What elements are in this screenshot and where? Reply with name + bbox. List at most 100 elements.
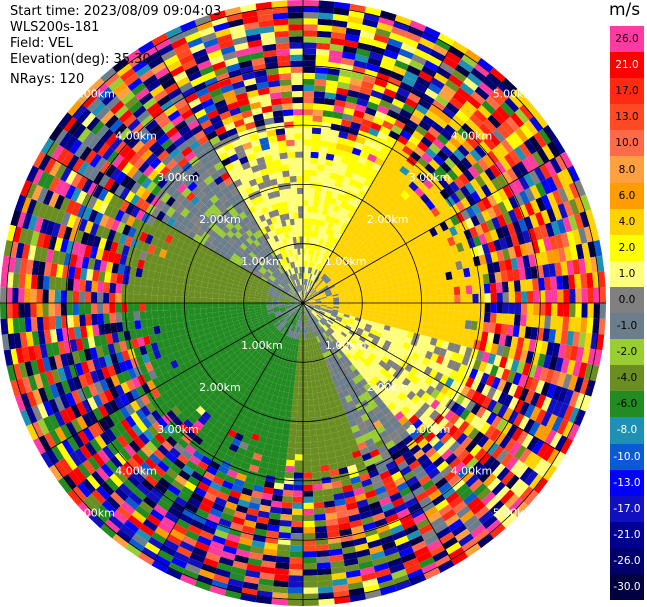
velocity-gate — [391, 235, 400, 244]
velocity-gate — [158, 477, 172, 490]
velocity-gate — [193, 486, 207, 498]
velocity-gate — [410, 221, 420, 231]
velocity-gate — [53, 179, 66, 195]
velocity-gate — [27, 375, 38, 391]
velocity-gate — [392, 175, 403, 186]
velocity-gate — [458, 533, 474, 547]
velocity-gate — [206, 465, 218, 476]
velocity-gate — [258, 331, 266, 338]
velocity-gate — [487, 459, 501, 474]
velocity-gate — [520, 279, 527, 292]
velocity-gate — [291, 298, 298, 301]
velocity-gate — [316, 263, 321, 270]
velocity-gate — [387, 298, 394, 303]
velocity-gate — [99, 260, 108, 272]
velocity-gate — [598, 318, 606, 335]
velocity-gate — [486, 441, 500, 456]
velocity-gate — [193, 261, 202, 270]
velocity-gate — [286, 323, 291, 330]
velocity-gate — [367, 443, 378, 453]
velocity-gate — [256, 285, 264, 290]
velocity-gate — [106, 441, 120, 456]
velocity-gate — [300, 339, 303, 346]
velocity-gate — [333, 205, 340, 213]
velocity-gate — [274, 433, 283, 441]
velocity-gate — [348, 283, 355, 288]
velocity-gate — [369, 299, 376, 303]
velocity-gate — [128, 492, 143, 506]
velocity-gate — [350, 347, 357, 355]
velocity-gate — [113, 469, 128, 483]
velocity-gate — [546, 383, 557, 399]
velocity-gate — [339, 242, 346, 250]
velocity-gate — [249, 291, 256, 296]
velocity-gate — [248, 405, 257, 414]
velocity-gate — [71, 389, 82, 405]
velocity-gate — [519, 349, 529, 363]
velocity-gate — [358, 243, 366, 251]
velocity-gate — [220, 337, 228, 345]
velocity-gate — [311, 325, 316, 332]
velocity-gate — [65, 352, 75, 366]
velocity-gate — [371, 213, 380, 222]
velocity-gate — [391, 98, 405, 109]
velocity-gate — [323, 165, 332, 173]
velocity-gate — [306, 285, 310, 292]
velocity-gate — [336, 87, 349, 96]
velocity-gate — [486, 519, 502, 534]
velocity-gate — [356, 373, 364, 382]
velocity-gate — [322, 488, 334, 496]
velocity-gate — [330, 123, 341, 132]
velocity-gate — [268, 333, 275, 339]
velocity-gate — [524, 119, 539, 136]
velocity-gate — [470, 524, 487, 539]
velocity-gate — [373, 356, 382, 364]
velocity-gate — [546, 207, 557, 223]
velocity-gate — [313, 103, 324, 111]
velocity-gate — [303, 587, 319, 594]
velocity-gate — [54, 315, 62, 329]
velocity-gate — [339, 303, 346, 306]
velocity-gate — [343, 327, 351, 333]
velocity-gate — [303, 84, 315, 92]
velocity-gate — [206, 287, 214, 294]
velocity-gate — [379, 125, 391, 136]
velocity-gate — [405, 455, 417, 466]
velocity-gate — [377, 323, 385, 330]
velocity-gate — [347, 15, 364, 25]
velocity-gate — [270, 362, 276, 370]
velocity-gate — [283, 335, 289, 342]
velocity-gate — [303, 508, 315, 516]
velocity-gate — [216, 254, 225, 262]
velocity-gate — [159, 324, 167, 334]
velocity-gate — [310, 350, 315, 357]
velocity-gate — [104, 239, 113, 252]
velocity-gate — [341, 376, 349, 384]
velocity-gate — [355, 381, 364, 390]
velocity-gate — [430, 196, 441, 207]
velocity-gate — [349, 405, 358, 414]
velocity-gate — [429, 544, 446, 557]
velocity-gate — [237, 427, 247, 436]
velocity-gate — [492, 204, 503, 217]
velocity-gate — [170, 556, 188, 569]
velocity-gate — [330, 355, 337, 363]
velocity-gate — [268, 290, 275, 294]
velocity-gate — [312, 310, 318, 315]
velocity-gate — [516, 231, 526, 245]
velocity-gate — [431, 99, 446, 112]
velocity-gate — [328, 203, 335, 211]
velocity-gate — [274, 370, 281, 378]
velocity-gate — [557, 187, 569, 204]
velocity-gate — [32, 200, 43, 217]
velocity-gate — [354, 54, 369, 63]
velocity-gate — [271, 327, 278, 333]
velocity-gate — [448, 547, 465, 561]
velocity-gate — [331, 324, 338, 330]
velocity-gate — [118, 361, 128, 373]
velocity-gate — [136, 420, 148, 433]
velocity-gate — [216, 329, 224, 336]
velocity-gate — [399, 430, 410, 441]
velocity-gate — [330, 250, 336, 258]
velocity-gate — [246, 507, 259, 517]
